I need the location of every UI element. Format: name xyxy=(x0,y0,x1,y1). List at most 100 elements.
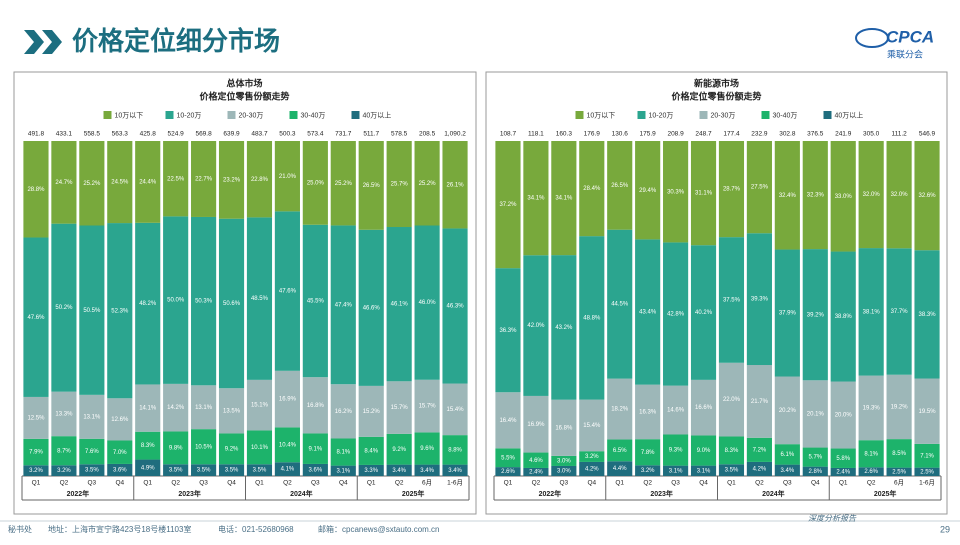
data-label: 48.5% xyxy=(251,296,269,302)
bar-segment xyxy=(914,443,940,468)
bar-segment xyxy=(107,141,133,224)
bar-segment xyxy=(386,433,412,465)
data-label: 52.3% xyxy=(111,308,129,314)
legend-label: 20-30万 xyxy=(239,111,264,119)
bar-segment xyxy=(579,236,605,400)
data-label: 15.7% xyxy=(419,404,437,410)
bar-segment xyxy=(495,467,521,476)
data-label: 3.1% xyxy=(336,468,350,474)
bar-segment xyxy=(830,448,856,468)
data-label: 19.5% xyxy=(919,409,937,415)
data-label: 2.4% xyxy=(836,470,850,476)
chevron-icon xyxy=(24,30,62,54)
data-label: 8.4% xyxy=(364,448,378,454)
x-tick-label: Q1 xyxy=(255,480,264,487)
bar-segment xyxy=(330,141,356,226)
data-label: 3.5% xyxy=(197,468,211,474)
x-tick-label: Q4 xyxy=(699,480,708,487)
chart-title: 新能源市场 xyxy=(694,77,739,88)
bar-segment xyxy=(246,464,273,476)
bar-segment xyxy=(442,435,468,465)
bar-segment xyxy=(386,227,412,382)
bar-segment xyxy=(107,440,133,464)
bar-segment xyxy=(746,233,772,366)
data-label: 8.3% xyxy=(141,443,155,449)
data-label: 3.5% xyxy=(725,468,739,474)
data-label: 7.6% xyxy=(85,449,99,455)
footer-office: 秘书处 xyxy=(8,524,32,534)
data-label: 3.0% xyxy=(557,469,571,475)
bar-segment xyxy=(802,447,828,467)
bar-segment xyxy=(79,225,105,395)
data-label: 3.5% xyxy=(225,468,239,474)
bar-segment xyxy=(523,255,549,396)
data-label: 14.2% xyxy=(167,405,185,411)
bar-segment xyxy=(218,218,245,389)
bar-segment xyxy=(163,141,189,217)
legend-label: 10万以下 xyxy=(115,111,144,119)
bar-segment xyxy=(191,464,217,476)
bar-segment xyxy=(690,435,717,466)
total-label: 425.8 xyxy=(140,131,157,138)
bar-segment xyxy=(414,141,440,226)
bar-segment xyxy=(246,217,273,380)
data-label: 24.7% xyxy=(55,180,73,186)
x-tick-label: 6月 xyxy=(422,479,432,487)
bar-segment xyxy=(302,377,328,434)
data-label: 16.9% xyxy=(527,422,545,428)
data-label: 2.6% xyxy=(864,469,878,475)
panel-border xyxy=(13,71,477,515)
data-label: 26.5% xyxy=(611,183,629,189)
data-label: 30.3% xyxy=(667,189,685,195)
x-tick-label: Q2 xyxy=(643,480,652,487)
data-label: 39.2% xyxy=(807,312,825,318)
bar-segment xyxy=(607,141,633,230)
bar-segment xyxy=(302,224,328,378)
bar-segment xyxy=(274,211,300,371)
bar-segment xyxy=(635,239,661,385)
data-label: 42.0% xyxy=(527,323,545,329)
bar-segment xyxy=(523,395,549,453)
data-label: 8.5% xyxy=(892,451,906,457)
data-label: 2.8% xyxy=(808,469,822,475)
bar-segment xyxy=(718,464,745,476)
bar-segment xyxy=(774,464,800,476)
bar-segment xyxy=(163,464,189,476)
bar-segment xyxy=(330,384,356,439)
bar-segment xyxy=(358,141,384,230)
data-label: 46.3% xyxy=(447,304,465,310)
data-label: 15.1% xyxy=(251,403,269,409)
x-tick-label: 1-6月 xyxy=(919,479,935,487)
bar-segment xyxy=(191,385,217,430)
data-label: 16.2% xyxy=(335,409,353,415)
x-tick-label: Q4 xyxy=(811,480,820,487)
legend-label: 30-40万 xyxy=(301,111,326,119)
bar-segment xyxy=(774,444,800,465)
data-label: 44.5% xyxy=(611,302,629,308)
total-label: 232.9 xyxy=(751,131,768,138)
data-label: 32.4% xyxy=(779,193,797,199)
data-label: 2.6% xyxy=(501,469,515,475)
data-label: 7.0% xyxy=(113,450,127,456)
legend-swatch xyxy=(351,111,360,119)
page-title: 价格定位细分市场 xyxy=(72,26,280,56)
data-label: 3.6% xyxy=(309,468,323,474)
bar-segment xyxy=(163,383,189,432)
bar-segment xyxy=(746,365,772,438)
bar-segment xyxy=(163,216,189,384)
x-tick-label: 1-6月 xyxy=(447,479,463,487)
logo-mark xyxy=(855,28,889,48)
bar-segment xyxy=(358,436,384,465)
data-label: 4.4% xyxy=(613,466,627,472)
data-label: 29.4% xyxy=(639,188,657,194)
bar-segment xyxy=(330,225,356,385)
data-label: 3.2% xyxy=(29,468,43,474)
legend-swatch xyxy=(227,111,236,119)
data-label: 21.0% xyxy=(279,174,297,180)
data-label: 3.6% xyxy=(113,468,127,474)
data-label: 8.8% xyxy=(448,447,462,453)
data-label: 2.5% xyxy=(920,469,934,475)
data-label: 43.2% xyxy=(555,325,573,331)
x-tick-label: Q2 xyxy=(283,480,292,487)
data-label: 9.2% xyxy=(225,446,239,452)
